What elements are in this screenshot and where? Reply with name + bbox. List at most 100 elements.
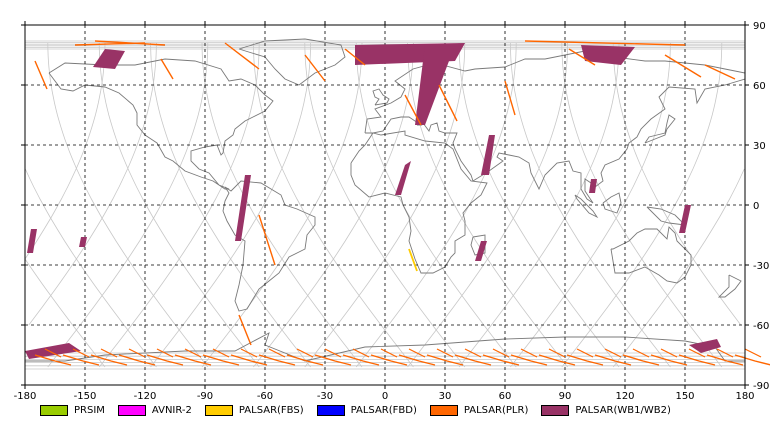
lon-tick-label: 60	[499, 391, 512, 400]
plr-strip	[438, 84, 458, 122]
plr-strip	[604, 348, 622, 358]
plr-strip	[304, 54, 326, 82]
orbit-track	[253, 42, 414, 368]
orbit-track	[24, 42, 106, 260]
coastline-sumatra	[574, 194, 599, 219]
legend-swatch	[316, 404, 345, 416]
plr-strip	[510, 354, 548, 366]
lon-tick-label: 30	[439, 391, 452, 400]
plr-strip	[100, 348, 118, 358]
plr-strip	[240, 348, 258, 358]
wb-swath	[27, 229, 37, 253]
legend-label: PRSIM	[74, 404, 105, 416]
plr-strip	[548, 348, 566, 358]
plr-strip	[566, 354, 604, 366]
plr-strip	[34, 354, 72, 366]
plr-strip	[74, 42, 146, 46]
coastline-new-zealand	[717, 274, 742, 298]
legend-item-palsar-fbd: PALSAR(FBD)	[316, 404, 417, 416]
plr-strip	[664, 54, 702, 78]
legend-swatch	[204, 404, 233, 416]
plr-strip	[352, 348, 370, 358]
wb-swath	[25, 343, 81, 359]
lon-tick-label: -120	[134, 391, 157, 400]
legend-item-avnir2: AVNIR-2	[117, 404, 192, 416]
lon-tick-label: -30	[317, 391, 333, 400]
orbit-track	[612, 42, 742, 326]
lat-tick-label: 0	[753, 201, 759, 212]
legend-label: PALSAR(PLR)	[463, 404, 529, 416]
orbit-track	[612, 168, 745, 368]
lon-tick-label: 0	[382, 391, 388, 400]
wb-swath	[481, 135, 495, 175]
orbit-track	[150, 42, 311, 368]
plr-strip	[704, 64, 736, 80]
plr-strip	[380, 348, 398, 358]
orbit-track	[28, 42, 157, 326]
observation-swaths	[25, 40, 770, 366]
lat-tick-label: 30	[753, 141, 766, 152]
plr-strip	[436, 348, 454, 358]
plr-strip	[212, 348, 230, 358]
orbit-track	[407, 42, 568, 368]
wb-swath	[235, 175, 251, 241]
plr-strip	[716, 348, 734, 358]
legend-label: PALSAR(WB1/WB2)	[575, 404, 671, 416]
coastline-africa	[350, 130, 488, 274]
wb-swath	[79, 237, 87, 247]
coastline-antarctica	[25, 332, 745, 362]
plr-strip	[464, 348, 482, 358]
plr-strip	[268, 348, 286, 358]
plr-strip	[706, 354, 744, 366]
plr-strip	[230, 354, 268, 366]
plr-strip	[146, 354, 184, 366]
lon-tick-label: 180	[735, 391, 754, 400]
lon-tick-label: 90	[559, 391, 572, 400]
plr-strip	[202, 354, 240, 366]
plr-strip	[688, 348, 706, 358]
plr-strip	[632, 348, 650, 358]
plr-strip	[370, 354, 408, 366]
wb-swath	[581, 45, 635, 65]
orbit-track	[510, 42, 671, 368]
wb-swath	[415, 45, 455, 125]
plr-strip	[296, 348, 314, 358]
coastline-borneo	[602, 192, 622, 214]
lon-tick-label: -150	[74, 391, 97, 400]
legend-swatch	[117, 404, 146, 416]
lat-tick-label: 60	[753, 81, 766, 92]
coastline-australia	[610, 226, 692, 284]
plr-strip	[594, 354, 632, 366]
plr-strip	[184, 348, 202, 358]
plr-strip	[576, 348, 594, 358]
wb-swath	[679, 205, 691, 233]
lat-tick-label: -90	[753, 381, 769, 392]
wb-swath	[589, 179, 597, 193]
plr-strip	[238, 314, 252, 346]
legend-item-palsar-wb: PALSAR(WB1/WB2)	[541, 404, 671, 416]
plr-strip	[404, 94, 422, 126]
plr-strip	[128, 348, 146, 358]
plr-strip	[344, 48, 366, 66]
plr-strip	[286, 354, 324, 366]
plr-strip	[744, 348, 762, 358]
plr-strip	[118, 354, 156, 366]
coastline-japan	[644, 114, 676, 144]
legend-item-palsar-plr: PALSAR(PLR)	[429, 404, 529, 416]
orbit-track	[510, 42, 671, 368]
wb-swath	[93, 49, 125, 69]
legend-item-prsim: PRSIM	[40, 404, 105, 416]
orbit-track	[253, 42, 414, 368]
orbit-track	[47, 42, 209, 368]
plr-strip	[90, 354, 128, 366]
map-canvas: -180 -150 -120 -90 -60 -30 0 30 60 90 120 150 180 90…	[14, 21, 770, 400]
orbit-track	[150, 42, 311, 368]
lat-tick-label: -60	[753, 321, 769, 332]
plr-strip	[408, 348, 426, 358]
tick-marks	[21, 21, 749, 389]
lon-tick-label: -90	[197, 391, 213, 400]
plr-strip	[342, 354, 380, 366]
lat-tick-label: 90	[753, 21, 766, 32]
fbs-strip	[408, 248, 418, 272]
plr-strip	[622, 354, 660, 366]
